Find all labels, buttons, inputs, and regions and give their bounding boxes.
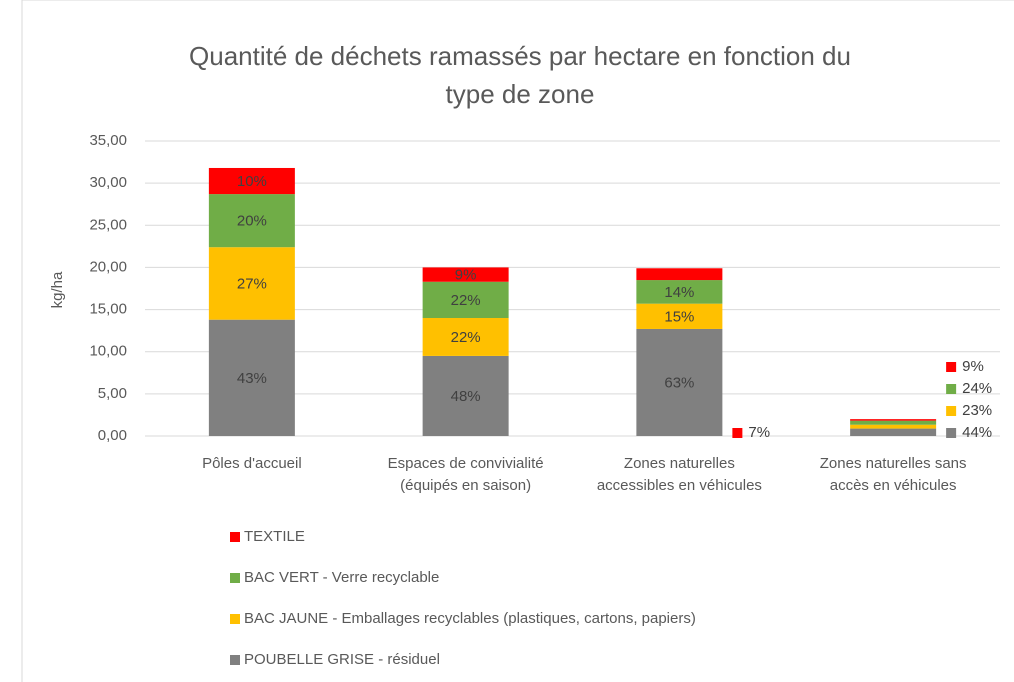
bar-segment: [636, 328, 723, 436]
data-label: 23%: [962, 402, 992, 419]
bar-segment: [850, 428, 937, 436]
y-tick-label: 25,00: [89, 216, 127, 233]
y-tick-label: 20,00: [89, 258, 127, 275]
data-label: 9%: [962, 358, 984, 375]
bar-segment: [636, 280, 723, 304]
legend-label: POUBELLE GRISE - résiduel: [244, 651, 440, 668]
legend-label: BAC VERT - Verre recyclable: [244, 569, 439, 586]
x-tick-label: (équipés en saison): [400, 477, 531, 494]
legend-swatch: [230, 532, 240, 542]
x-tick-label: accessibles en véhicules: [597, 477, 762, 494]
y-tick-label: 5,00: [98, 385, 127, 402]
data-label: 15%: [664, 308, 694, 325]
data-label: 9%: [455, 267, 477, 284]
x-tick-label: Pôles d'accueil: [202, 455, 302, 472]
bar-segment: [422, 355, 509, 436]
data-label: 7%: [748, 424, 770, 441]
data-label: 22%: [451, 292, 481, 309]
bar-segment: [208, 319, 295, 436]
data-label: 63%: [664, 374, 694, 391]
bar-segment: [636, 268, 723, 281]
data-label: 20%: [237, 213, 267, 230]
bar-segment: [850, 424, 937, 429]
data-label-key: [946, 406, 957, 416]
data-label: 14%: [664, 284, 694, 301]
x-tick-label: accès en véhicules: [830, 477, 957, 494]
data-label: 48%: [451, 388, 481, 405]
legend-swatch: [230, 573, 240, 583]
y-tick-label: 10,00: [89, 343, 127, 360]
data-label: 22%: [451, 329, 481, 346]
x-tick-label: Espaces de convivialité: [388, 455, 544, 472]
data-label: 44%: [962, 424, 992, 441]
y-axis-label: kg/ha: [49, 271, 66, 308]
data-label: 27%: [237, 275, 267, 292]
bar-segment: [422, 318, 509, 356]
data-label-key: [946, 428, 957, 438]
data-label: 10%: [237, 173, 267, 190]
legend-swatch: [230, 655, 240, 665]
bar-segment: [850, 419, 937, 421]
chart-title: Quantité de déchets ramassés par hectare…: [189, 41, 851, 71]
bar-segment: [636, 303, 723, 329]
y-tick-label: 0,00: [98, 427, 127, 444]
bar-segment: [850, 420, 937, 425]
data-label-key: [946, 362, 957, 372]
legend-label: TEXTILE: [244, 528, 305, 545]
chart-title: type de zone: [446, 79, 595, 109]
bar-segment: [208, 247, 295, 320]
data-label-key: [732, 428, 743, 438]
y-tick-label: 15,00: [89, 301, 127, 318]
x-tick-label: Zones naturelles sans: [820, 455, 967, 472]
chart-frame: [21, 0, 1014, 682]
y-tick-label: 35,00: [89, 132, 127, 149]
data-label-key: [946, 384, 957, 394]
legend-swatch: [230, 614, 240, 624]
data-label: 43%: [237, 370, 267, 387]
legend-label: BAC JAUNE - Emballages recyclables (plas…: [244, 610, 696, 627]
x-tick-label: Zones naturelles: [624, 455, 735, 472]
bar-segment: [422, 281, 509, 318]
bar-segment: [208, 167, 295, 195]
bar-segment: [208, 194, 295, 248]
data-label: 24%: [962, 380, 992, 397]
y-tick-label: 30,00: [89, 174, 127, 191]
bar-segment: [422, 267, 509, 282]
